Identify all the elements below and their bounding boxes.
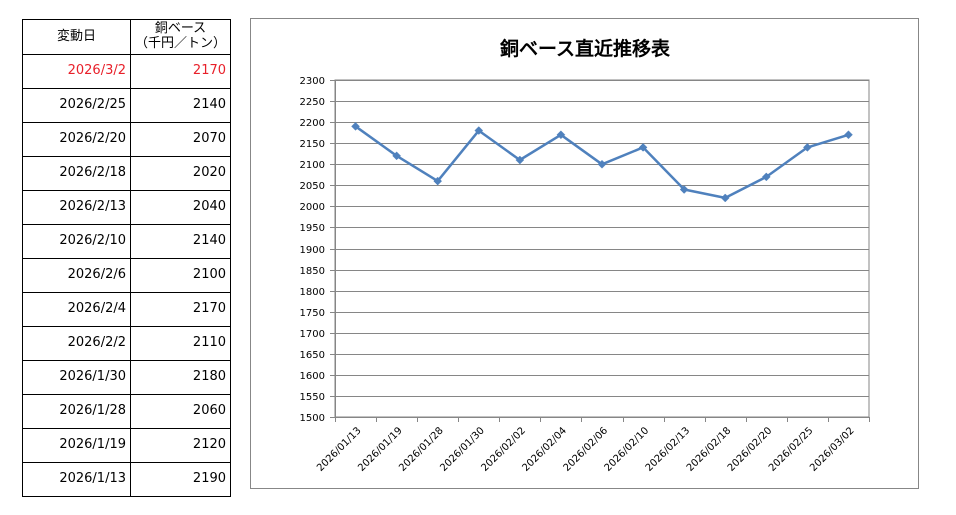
y-tick-label: 1650 xyxy=(300,350,325,361)
header-copper-base: 銅ベース （千円／トン） xyxy=(129,19,232,55)
header-copper-base-unit: （千円／トン） xyxy=(135,36,227,51)
table-row: 2026/2/20 2070 xyxy=(22,122,232,157)
chart-area: 銅ベース直近推移表 1500 1550 1600 1650 1700 1750 1800 185… xyxy=(250,18,919,489)
data-point-marker xyxy=(720,193,730,203)
y-tick-label: 2250 xyxy=(300,97,325,108)
table-cell-date: 2026/2/4 xyxy=(22,292,131,327)
table-cell-date: 2026/2/2 xyxy=(22,326,131,361)
table-cell-date: 2026/2/10 xyxy=(22,224,131,259)
table-cell-date: 2026/2/20 xyxy=(22,122,131,157)
y-tick-label: 1500 xyxy=(300,413,325,424)
table-row: 2026/2/25 2140 xyxy=(22,88,232,123)
data-point-marker xyxy=(844,130,853,140)
y-tick-label: 2150 xyxy=(300,139,325,150)
table-cell-date: 2026/2/25 xyxy=(22,88,131,123)
data-point-marker xyxy=(433,176,443,186)
table-cell-price: 2060 xyxy=(129,394,232,429)
y-tick-label: 1950 xyxy=(300,223,325,234)
table-cell-price: 2110 xyxy=(129,326,232,361)
table-cell-price: 2070 xyxy=(129,122,232,157)
y-tick-label: 1750 xyxy=(300,308,325,319)
data-point-marker xyxy=(761,172,771,182)
data-point-marker xyxy=(515,155,525,165)
data-point-marker xyxy=(556,130,566,140)
table-row: 2026/2/18 2020 xyxy=(22,156,232,191)
line-chart: 銅ベース直近推移表 1500 1550 1600 1650 1700 1750 1800 185… xyxy=(300,37,870,474)
table-row: 2026/3/2 2170 xyxy=(22,54,232,89)
y-tick-label: 2000 xyxy=(300,202,325,213)
y-tick-label: 2100 xyxy=(300,160,325,171)
y-tick-label: 2300 xyxy=(300,76,325,87)
table-row: 2026/1/19 2120 xyxy=(22,428,232,463)
data-point-marker xyxy=(597,159,607,169)
y-tick-label: 1700 xyxy=(300,329,325,340)
table-row: 2026/2/4 2170 xyxy=(22,292,232,327)
data-point-marker xyxy=(803,143,812,152)
y-tick-label: 1900 xyxy=(300,245,325,256)
table-row: 2026/1/28 2060 xyxy=(22,394,232,429)
table-cell-price: 2100 xyxy=(129,258,232,293)
y-tick-label: 1600 xyxy=(300,371,325,382)
table-cell-price: 2120 xyxy=(129,428,232,463)
header-copper-base-line1: 銅ベース xyxy=(154,21,207,37)
table-cell-price: 2180 xyxy=(129,360,232,395)
table-cell-date: 2026/2/18 xyxy=(22,156,131,191)
y-tick-label: 1800 xyxy=(300,287,325,298)
table-row: 2026/1/30 2180 xyxy=(22,360,232,395)
y-tick-label: 1550 xyxy=(300,392,325,403)
table-cell-date: 2026/2/6 xyxy=(22,258,131,293)
price-history-table: 変動日 銅ベース （千円／トン） 2026/3/2 2170 2026/2/25 21… xyxy=(22,19,232,497)
plot-area-border xyxy=(334,79,870,418)
table-cell-price: 2140 xyxy=(129,224,232,259)
y-tick-label: 1850 xyxy=(300,266,325,277)
table-cell-price: 2040 xyxy=(129,190,232,225)
table-cell-price: 2170 xyxy=(129,54,232,89)
table-cell-price: 2190 xyxy=(129,462,232,497)
data-point-marker xyxy=(392,151,401,161)
data-point-marker xyxy=(679,185,689,194)
table-cell-date: 2026/1/28 xyxy=(22,394,131,429)
table-cell-price: 2170 xyxy=(129,292,232,327)
table-row: 2026/2/10 2140 xyxy=(22,224,232,259)
data-point-marker xyxy=(351,121,360,131)
table-row: 2026/2/2 2110 xyxy=(22,326,232,361)
table-row: 2026/2/13 2040 xyxy=(22,190,232,225)
y-tick-label: 2200 xyxy=(300,118,325,129)
table-cell-date: 2026/3/2 xyxy=(22,54,131,89)
table-cell-price: 2140 xyxy=(129,88,232,123)
table-cell-date: 2026/2/13 xyxy=(22,190,131,225)
header-change-date: 変動日 xyxy=(22,19,131,55)
data-point-marker xyxy=(638,143,648,152)
table-row: 2026/1/13 2190 xyxy=(22,462,232,497)
table-cell-date: 2026/1/19 xyxy=(22,428,131,463)
data-point-marker xyxy=(474,126,484,135)
x-tick-label: 2026/03/02 xyxy=(808,425,857,474)
table-body: 2026/3/2 2170 2026/2/25 2140 2026/2/20 2070 20… xyxy=(22,54,232,497)
table-cell-price: 2020 xyxy=(129,156,232,191)
chart-title: 銅ベース直近推移表 xyxy=(500,37,671,60)
table-cell-date: 2026/1/13 xyxy=(22,462,131,497)
table-cell-date: 2026/1/30 xyxy=(22,360,131,395)
table-header-row: 変動日 銅ベース （千円／トン） xyxy=(22,19,232,55)
y-tick-label: 2050 xyxy=(300,181,325,192)
table-row: 2026/2/6 2100 xyxy=(22,258,232,293)
